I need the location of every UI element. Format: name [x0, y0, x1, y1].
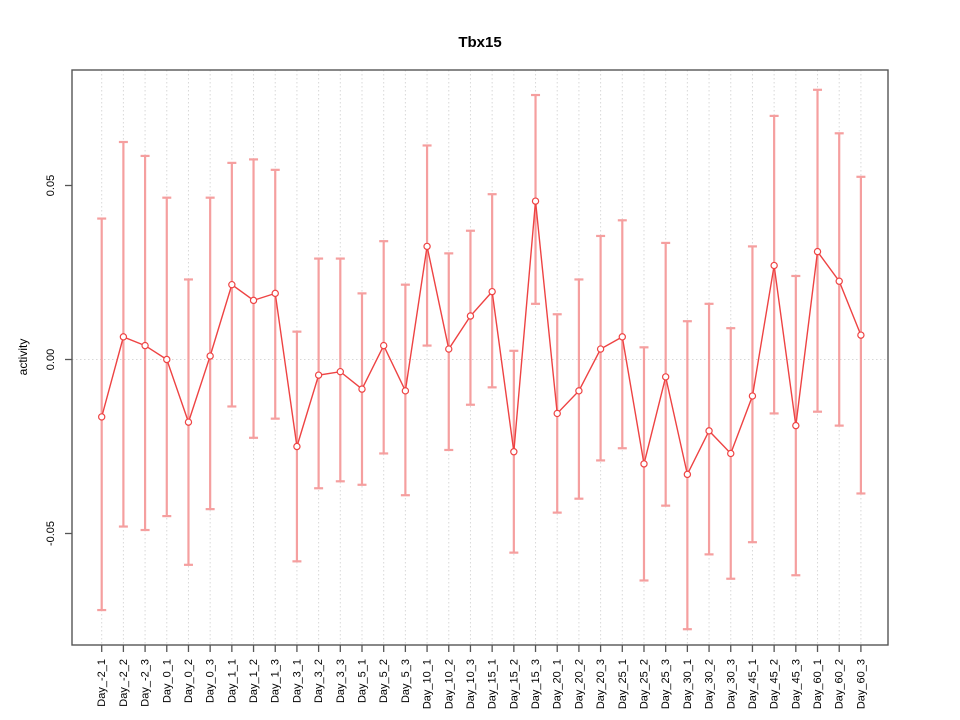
- data-point: [770, 261, 778, 270]
- data-point: [835, 277, 843, 285]
- axis-tick-labels: 0.05 0.00 -0.05 Day_-2_1 Day_-2_2 Day_-2_3 Day…: [45, 175, 867, 709]
- data-point: [727, 449, 735, 458]
- x-tick-label: Day_0_3: [205, 659, 217, 703]
- x-tick-label: Day_25_1: [617, 659, 629, 709]
- y-tick-label: 0.00: [45, 349, 57, 370]
- data-points: [97, 197, 865, 479]
- x-tick-label: Day_15_2: [508, 659, 520, 709]
- y-tick-label: 0.05: [45, 175, 57, 196]
- x-tick-label: Day_20_2: [573, 659, 585, 709]
- data-point: [488, 287, 496, 296]
- data-point: [813, 247, 822, 256]
- data-point: [531, 197, 540, 205]
- axes: [65, 69, 889, 652]
- x-tick-label: Day_5_1: [356, 659, 368, 703]
- data-point: [553, 409, 561, 418]
- x-tick-label: Day_10_2: [443, 659, 455, 709]
- data-point: [97, 413, 106, 421]
- y-tick-label: -0.05: [45, 521, 57, 546]
- x-tick-label: Day_1_1: [226, 659, 238, 703]
- x-tick-label: Day_10_3: [465, 659, 477, 709]
- data-point: [314, 371, 323, 379]
- x-tick-label: Day_25_3: [660, 659, 672, 709]
- x-tick-label: Day_-2_1: [96, 659, 108, 707]
- data-point: [184, 418, 193, 426]
- y-axis-label: activity: [16, 339, 30, 376]
- x-tick-label: Day_-2_2: [118, 659, 130, 707]
- data-point: [119, 333, 128, 341]
- data-point: [293, 442, 301, 451]
- data-point: [792, 421, 800, 430]
- chart-title: Tbx15: [458, 34, 501, 51]
- data-point: [466, 312, 475, 320]
- data-point: [141, 341, 149, 350]
- x-tick-label: Day_1_2: [248, 659, 260, 703]
- data-point: [596, 345, 605, 353]
- data-point: [661, 373, 670, 381]
- x-tick-label: Day_0_2: [183, 659, 195, 703]
- x-tick-label: Day_15_3: [530, 659, 542, 709]
- x-tick-label: Day_5_3: [400, 659, 412, 703]
- series-line: [101, 201, 862, 477]
- x-tick-label: Day_60_2: [834, 659, 846, 709]
- x-tick-label: Day_15_1: [487, 659, 499, 709]
- data-point: [857, 331, 865, 339]
- x-tick-label: Day_10_1: [422, 659, 434, 709]
- data-point: [575, 387, 583, 395]
- x-tick-label: Day_30_1: [682, 659, 694, 709]
- data-point: [336, 367, 345, 376]
- data-point: [748, 392, 757, 400]
- data-point: [401, 387, 410, 395]
- plot-border: [71, 69, 889, 646]
- x-tick-label: Day_3_3: [335, 659, 347, 703]
- x-tick-label: Day_1_3: [270, 659, 282, 703]
- x-tick-label: Day_3_1: [291, 659, 303, 703]
- data-point: [705, 427, 713, 435]
- data-point: [271, 289, 279, 298]
- data-point: [206, 352, 214, 360]
- x-tick-label: Day_20_1: [552, 659, 564, 709]
- activity-line: [101, 201, 862, 477]
- data-point: [445, 345, 453, 353]
- data-point: [618, 333, 626, 341]
- data-point: [358, 385, 366, 393]
- data-point: [379, 341, 388, 350]
- x-tick-label: Day_30_2: [704, 659, 716, 709]
- x-tick-label: Day_60_3: [855, 659, 867, 709]
- x-tick-label: Day_5_2: [378, 659, 390, 703]
- data-point: [249, 296, 258, 305]
- x-tick-label: Day_0_1: [161, 659, 173, 703]
- data-point: [423, 242, 431, 251]
- x-tick-label: Day_3_2: [313, 659, 325, 703]
- gridlines: [72, 70, 888, 645]
- x-tick-label: Day_60_1: [812, 659, 824, 709]
- data-point: [510, 448, 518, 456]
- x-tick-label: Day_25_2: [638, 659, 650, 709]
- data-point: [683, 470, 692, 479]
- data-point: [228, 280, 236, 289]
- x-tick-label: Day_45_2: [769, 659, 781, 709]
- data-point: [640, 460, 648, 468]
- x-tick-label: Day_-2_3: [140, 659, 152, 707]
- x-tick-label: Day_45_1: [747, 659, 759, 709]
- x-tick-label: Day_30_3: [725, 659, 737, 709]
- data-point: [163, 355, 171, 364]
- x-tick-label: Day_20_3: [595, 659, 607, 709]
- x-tick-label: Day_45_3: [790, 659, 802, 709]
